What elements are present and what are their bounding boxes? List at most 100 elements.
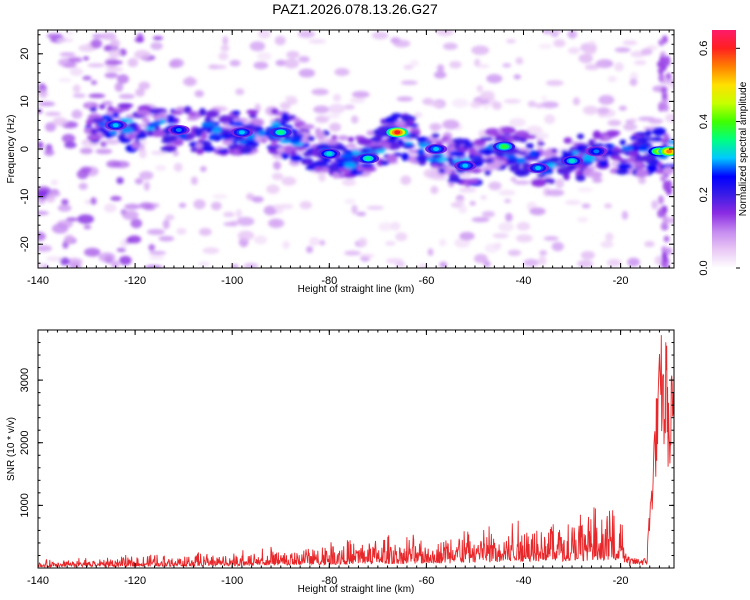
noise-blob bbox=[150, 150, 167, 155]
noise-blob bbox=[172, 150, 179, 157]
noise-blob bbox=[71, 109, 83, 120]
noise-blob bbox=[555, 178, 565, 189]
noise-blob bbox=[200, 165, 207, 172]
noise-blob bbox=[378, 222, 394, 232]
ridge-blob bbox=[86, 120, 93, 126]
noise-blob bbox=[78, 44, 96, 52]
noise-blob bbox=[329, 122, 342, 132]
ridge-blob bbox=[165, 114, 175, 120]
spectral-peak bbox=[433, 147, 440, 151]
ridge-core-blob bbox=[619, 139, 627, 146]
spectral-peak bbox=[501, 144, 508, 149]
noise-blob bbox=[149, 250, 167, 256]
noise-blob bbox=[318, 171, 326, 182]
noise-blob bbox=[69, 262, 82, 268]
noise-blob bbox=[621, 210, 629, 220]
ridge-core-blob bbox=[515, 157, 527, 164]
noise-blob bbox=[436, 30, 454, 37]
noise-blob bbox=[576, 216, 589, 223]
ridge-core-blob bbox=[448, 151, 461, 157]
noise-blob bbox=[565, 200, 582, 206]
noise-blob bbox=[122, 210, 139, 220]
noise-blob bbox=[62, 62, 77, 69]
snr-y-tick-label: 1000 bbox=[19, 493, 31, 517]
ridge-blob bbox=[551, 148, 558, 154]
noise-blob bbox=[539, 250, 548, 256]
noise-blob bbox=[298, 55, 310, 63]
spectrogram-y-tick-label: 20 bbox=[19, 48, 31, 60]
noise-blob bbox=[459, 231, 475, 241]
ridge-blob bbox=[651, 127, 667, 137]
noise-blob bbox=[237, 230, 255, 241]
noise-blob bbox=[658, 73, 665, 83]
noise-blob bbox=[105, 66, 124, 72]
noise-blob bbox=[270, 219, 281, 226]
noise-blob bbox=[540, 101, 559, 109]
noise-blob bbox=[150, 42, 163, 50]
noise-blob bbox=[223, 211, 235, 218]
noise-blob bbox=[516, 221, 531, 231]
noise-blob bbox=[595, 61, 607, 66]
ridge-blob bbox=[231, 110, 241, 116]
noise-blob bbox=[544, 114, 556, 125]
ridge-core-blob bbox=[121, 127, 134, 134]
noise-blob bbox=[273, 204, 281, 211]
snr-x-tick-label: -40 bbox=[516, 575, 532, 587]
ridge-blob bbox=[407, 119, 415, 126]
noise-blob bbox=[101, 100, 113, 106]
ridge-core-blob bbox=[582, 154, 596, 162]
noise-blob bbox=[72, 84, 81, 94]
noise-blob bbox=[666, 247, 673, 255]
spectral-peak bbox=[365, 156, 372, 161]
ridge-core-blob bbox=[193, 127, 204, 135]
ridge-blob bbox=[328, 139, 339, 145]
noise-blob bbox=[469, 101, 482, 109]
noise-blob bbox=[431, 176, 448, 181]
spectral-peak bbox=[462, 163, 469, 168]
noise-blob bbox=[344, 250, 362, 256]
ridge-core-blob bbox=[433, 153, 441, 158]
noise-blob bbox=[61, 133, 76, 144]
noise-blob bbox=[323, 114, 341, 119]
noise-blob bbox=[660, 175, 667, 182]
ridge-blob bbox=[270, 108, 279, 115]
noise-blob bbox=[644, 240, 655, 248]
noise-blob bbox=[341, 178, 357, 187]
noise-blob bbox=[198, 261, 210, 267]
noise-blob bbox=[584, 64, 600, 71]
noise-blob bbox=[158, 235, 175, 242]
noise-blob bbox=[298, 68, 316, 78]
ridge-core-blob bbox=[233, 120, 244, 128]
noise-blob bbox=[90, 197, 97, 205]
noise-blob bbox=[332, 93, 342, 102]
ridge-blob bbox=[645, 129, 652, 138]
ridge-core-blob bbox=[336, 162, 346, 169]
noise-blob bbox=[104, 138, 120, 145]
ridge-core-blob bbox=[506, 158, 518, 164]
ridge-blob bbox=[386, 154, 398, 163]
noise-blob bbox=[110, 196, 122, 202]
noise-blob bbox=[486, 73, 503, 84]
noise-blob bbox=[651, 200, 659, 210]
noise-blob bbox=[351, 204, 358, 215]
noise-blob bbox=[283, 58, 300, 69]
ridge-core-blob bbox=[119, 117, 134, 123]
noise-blob bbox=[134, 49, 151, 60]
noise-blob bbox=[607, 75, 617, 83]
noise-blob bbox=[281, 176, 297, 186]
noise-blob bbox=[456, 198, 465, 206]
noise-blob bbox=[665, 72, 672, 80]
noise-blob bbox=[507, 249, 522, 257]
noise-blob bbox=[541, 95, 548, 101]
spectrogram-x-tick-label: -140 bbox=[27, 275, 49, 287]
ridge-core-blob bbox=[621, 145, 634, 152]
ridge-core-blob bbox=[128, 122, 138, 128]
noise-blob bbox=[138, 81, 151, 90]
noise-blob bbox=[498, 189, 516, 196]
noise-blob bbox=[471, 45, 490, 56]
noise-blob bbox=[231, 264, 239, 268]
ridge-core-blob bbox=[212, 136, 222, 142]
spectrogram-x-tick-label: -80 bbox=[321, 275, 337, 287]
noise-blob bbox=[581, 203, 591, 209]
